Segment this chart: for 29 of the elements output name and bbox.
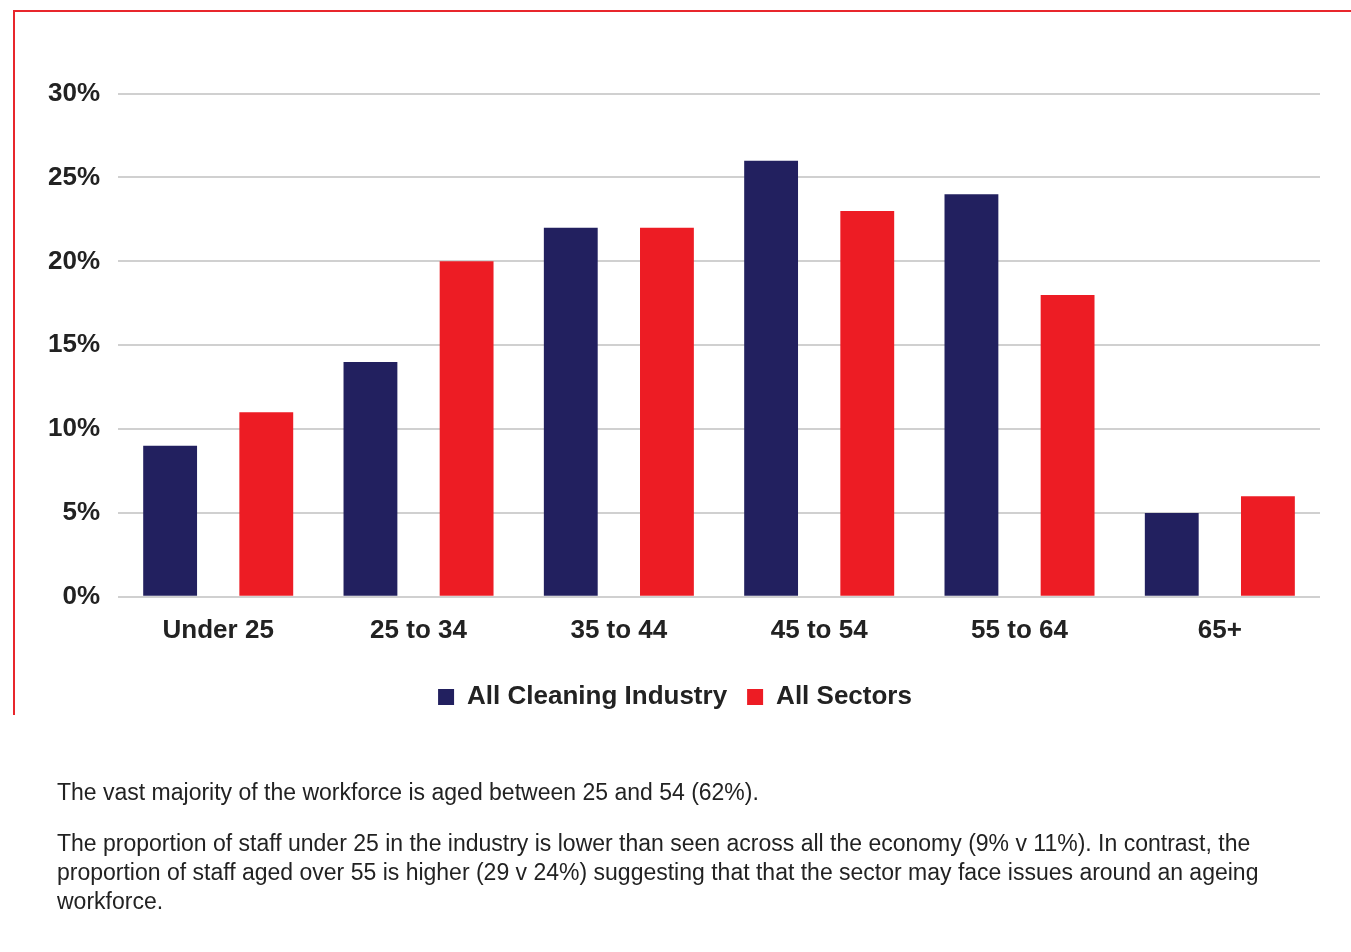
x-tick-label: 35 to 44 <box>570 613 668 644</box>
bar <box>944 194 999 596</box>
x-tick-label: 25 to 34 <box>370 613 468 644</box>
bar <box>640 227 694 596</box>
y-tick-label: 5% <box>62 496 101 527</box>
bar <box>1040 294 1095 596</box>
bar <box>543 227 598 596</box>
text: The proportion of staff under 25 in the industry is lower than seen across all the economy (9% v 11%). In contrast, the proportion of staff aged over 55 is higher (29 v 24%) suggesting that that the sector may face issues around an ageing workforce. <box>57 829 1260 916</box>
y-tick-label: 0% <box>62 579 101 610</box>
x-tick-label: 55 to 64 <box>971 613 1069 644</box>
y-tick-label: 10% <box>47 412 101 443</box>
bar <box>1144 512 1199 596</box>
text: The vast majority of the workforce is aged between 25 and 54 (62%). <box>57 778 760 807</box>
x-tick-label: Under 25 <box>162 613 274 644</box>
x-tick-label: 65+ <box>1197 613 1242 644</box>
bar <box>343 361 398 596</box>
legend-label: All Sectors <box>776 680 912 711</box>
bar <box>840 211 895 596</box>
bar <box>439 261 494 596</box>
bar <box>744 160 799 596</box>
bar <box>1240 496 1295 596</box>
legend-label: All Cleaning Industry <box>467 680 728 711</box>
y-tick-label: 30% <box>47 76 101 107</box>
y-tick-label: 15% <box>47 328 101 359</box>
x-tick-label: 45 to 54 <box>770 613 869 644</box>
y-tick-label: 25% <box>47 160 101 191</box>
bar <box>143 445 198 596</box>
y-tick-label: 20% <box>47 244 101 275</box>
bar <box>239 412 294 596</box>
